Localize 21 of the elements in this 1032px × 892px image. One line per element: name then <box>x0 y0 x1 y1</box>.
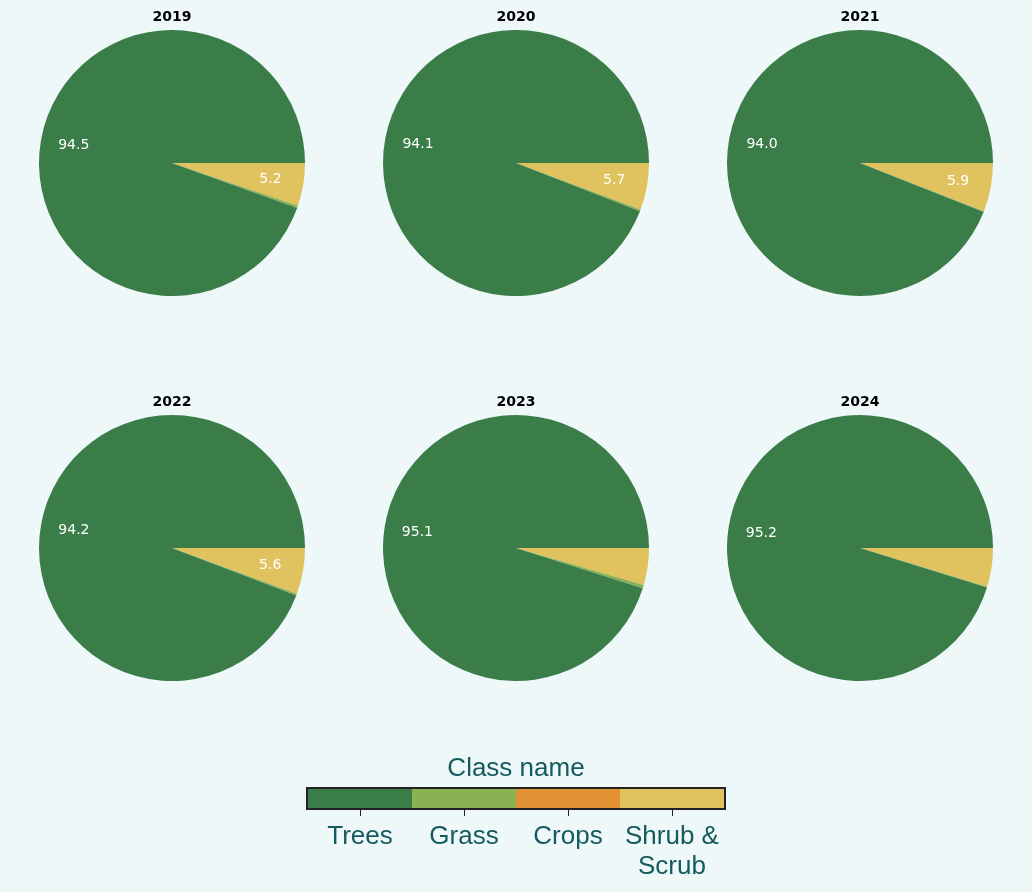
chart-title: 2023 <box>496 393 536 409</box>
data-label: 5.2 <box>259 169 282 186</box>
data-label: 94.5 <box>58 136 90 153</box>
data-label: 5.7 <box>603 171 626 188</box>
data-label: 95.2 <box>745 523 777 540</box>
legend-label: Grass <box>412 810 516 880</box>
legend-label: Crops <box>516 810 620 880</box>
chart-title: 2020 <box>496 8 536 24</box>
chart-title: 2022 <box>152 393 192 409</box>
chart-title: 2021 <box>840 8 880 24</box>
legend-title: Class name <box>447 752 585 783</box>
legend-label: Trees <box>308 810 412 880</box>
data-label: 95.1 <box>401 523 434 540</box>
legend-label: Shrub & Scrub <box>620 810 724 880</box>
data-label: 94.0 <box>746 134 778 151</box>
chart-title: 2019 <box>152 8 192 24</box>
data-label: 5.9 <box>946 172 970 189</box>
chart-title: 2024 <box>840 393 880 409</box>
data-label: 5.6 <box>259 556 282 573</box>
data-label: 94.1 <box>402 135 434 152</box>
data-label: 94.2 <box>58 520 90 537</box>
